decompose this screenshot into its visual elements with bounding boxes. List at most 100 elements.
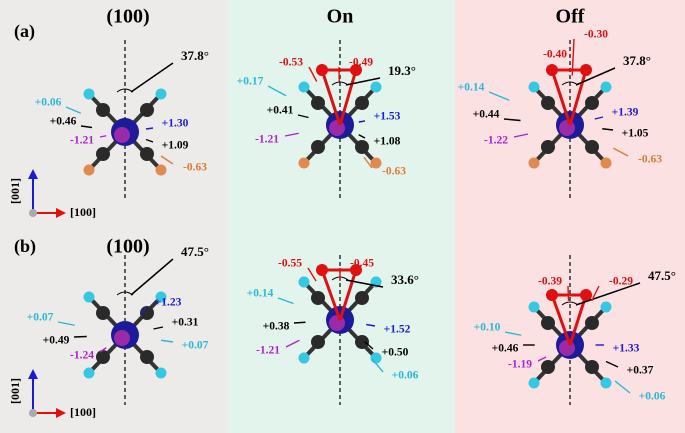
metal-atom [559, 120, 575, 136]
pointer-arrow [65, 106, 82, 114]
end-atom [298, 276, 310, 288]
metal-atom [559, 340, 575, 356]
pointer-arrow [277, 297, 294, 305]
o-bond [320, 69, 342, 126]
charge-label: -1.22 [484, 135, 508, 147]
carbon-atom [585, 360, 599, 374]
end-atom [155, 367, 167, 379]
pointer-arrow [284, 132, 299, 137]
charge-label: +0.44 [473, 109, 500, 121]
pointer-arrow [537, 356, 547, 362]
arrow-head [28, 369, 38, 379]
pointer-arrow [358, 120, 366, 123]
charge-label: +0.07 [182, 340, 209, 352]
angle-label: 19.3° [388, 63, 416, 78]
pointer-arrow [345, 279, 384, 288]
charge-label: -1.21 [255, 134, 279, 146]
pointer-arrow [358, 134, 366, 139]
pointer-arrow [572, 38, 575, 61]
carbon-atom [585, 140, 599, 154]
charge-label: -0.45 [350, 258, 374, 270]
angle-label: 37.8° [181, 48, 209, 63]
pointer-arrow [594, 116, 604, 120]
pointer-arrow [140, 306, 147, 315]
charge-label: +0.38 [263, 321, 290, 333]
charge-label: +1.05 [622, 128, 649, 140]
charge-label: +0.46 [50, 116, 77, 128]
charge-label: +1.09 [162, 140, 189, 152]
axis-origin [29, 209, 37, 217]
pointer-arrow [80, 125, 93, 129]
carbon-atom [355, 335, 369, 349]
pointer-arrow [130, 258, 174, 296]
end-atom [83, 367, 95, 379]
charge-label: +0.06 [35, 97, 62, 109]
pointer-arrow [130, 62, 174, 93]
end-atom [83, 291, 95, 303]
axis-origin [29, 409, 37, 417]
pointer-arrow [567, 285, 570, 301]
pointer-arrow [503, 118, 521, 122]
o-bond [568, 69, 588, 126]
charge-label: +0.41 [267, 105, 294, 117]
end-atom [600, 301, 612, 313]
charge-label: +0.37 [627, 365, 654, 377]
panel-title: Off [556, 6, 585, 28]
metal-atom [114, 127, 130, 143]
o-bond [550, 69, 572, 126]
charge-label: +1.39 [612, 107, 639, 119]
arrow-head [28, 169, 38, 179]
carbon-atom [140, 147, 154, 161]
charge-label: -1.19 [508, 359, 532, 371]
axis-label: [100] [70, 405, 96, 419]
end-atom [528, 81, 540, 93]
pointer-arrow [571, 58, 574, 76]
charge-label: -0.30 [584, 29, 608, 41]
carbon-atom [311, 291, 325, 305]
pointer-arrow [575, 282, 641, 306]
end-atom [298, 81, 310, 93]
pointer-arrow [591, 285, 600, 302]
arrow-head [56, 208, 66, 218]
charge-label: -0.55 [278, 258, 302, 270]
carbon-atom [140, 350, 154, 364]
angle-label: 47.5° [648, 268, 676, 283]
charge-label: +0.31 [172, 317, 199, 329]
o-bond [338, 69, 358, 126]
charge-label: -0.39 [538, 276, 562, 288]
pointer-arrow [99, 347, 107, 353]
angle-label: 47.5° [181, 244, 209, 259]
pointer-arrow [488, 91, 510, 101]
carbon-atom [96, 350, 110, 364]
axis-label: [001] [8, 178, 22, 204]
charge-label: -1.24 [70, 350, 94, 362]
charge-label: +0.06 [639, 391, 666, 403]
charge-label: -0.63 [183, 162, 207, 174]
charge-label: +1.33 [613, 343, 640, 355]
charge-label: +1.23 [155, 297, 182, 309]
pointer-arrow [345, 77, 381, 86]
oxygen-atom [580, 64, 592, 76]
carbon-atom [96, 306, 110, 320]
pointer-arrow [575, 67, 616, 86]
charge-label: +0.50 [382, 347, 409, 359]
oxygen-atom [316, 264, 328, 276]
angle-label: 37.8° [623, 53, 651, 68]
end-atom [370, 352, 382, 364]
panel-bg [228, 0, 455, 433]
pointer-arrow [160, 155, 174, 165]
oxygen-atom [350, 64, 362, 76]
pointer-arrow [297, 114, 309, 119]
row-label: (b) [14, 236, 36, 257]
arrow-head [56, 408, 66, 418]
o-bond [550, 294, 572, 346]
pointer-arrow [145, 127, 154, 130]
axis-label: [001] [8, 378, 22, 404]
charge-label: -0.29 [609, 276, 633, 288]
end-atom [528, 377, 540, 389]
charge-label: +0.06 [392, 370, 419, 382]
metal-atom [329, 315, 345, 331]
carbon-atom [541, 316, 555, 330]
charge-label: -1.21 [256, 345, 280, 357]
